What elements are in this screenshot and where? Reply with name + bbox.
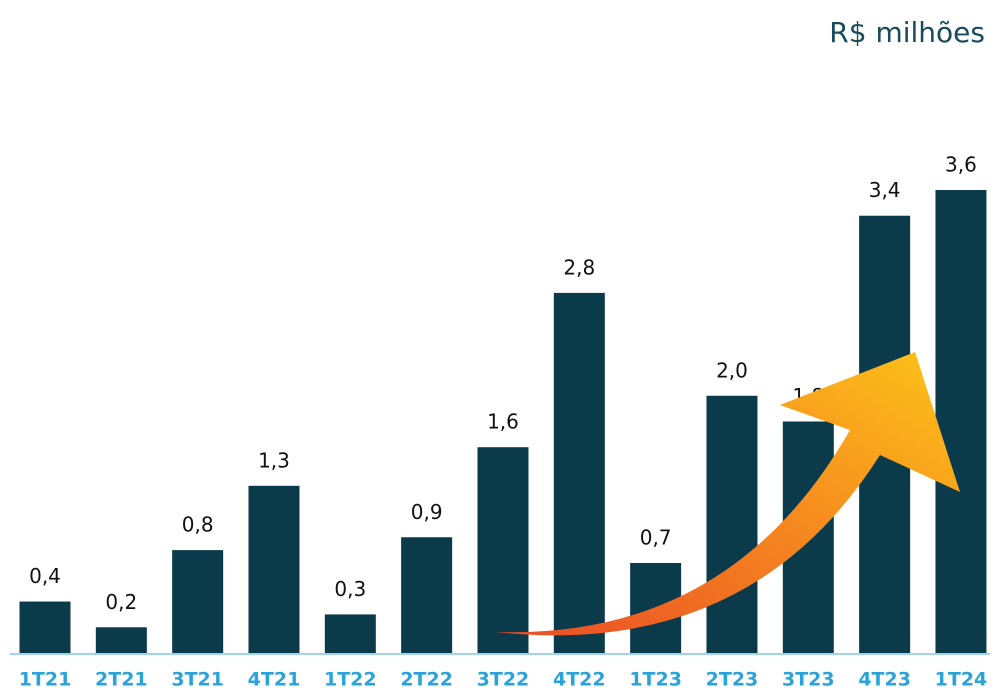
x-tick-label: 2T22	[400, 669, 453, 691]
bar	[20, 602, 71, 653]
bar	[477, 447, 528, 653]
x-tick-label: 3T22	[477, 669, 530, 691]
unit-label: R$ milhões	[829, 16, 985, 49]
bar	[935, 190, 986, 653]
value-label: 0,2	[105, 590, 137, 614]
x-tick-label: 2T23	[706, 669, 759, 691]
x-tick-label: 1T24	[935, 669, 988, 691]
page: R$ milhões 1T21 0,4 2T21 0,2 3T21 0,8 4T21 1,3 1…	[0, 0, 994, 693]
bar	[325, 614, 376, 653]
bar	[401, 537, 452, 653]
x-tick-label: 1T23	[629, 669, 682, 691]
x-tick-label: 3T23	[782, 669, 835, 691]
value-label: 2,8	[563, 255, 595, 279]
value-label: 1,3	[258, 448, 290, 472]
value-label: 2,0	[716, 358, 748, 382]
x-tick-label: 1T21	[19, 669, 72, 691]
x-tick-label: 2T21	[95, 669, 148, 691]
x-tick-label: 3T21	[171, 669, 224, 691]
bar	[172, 550, 223, 653]
bar	[248, 486, 299, 653]
x-tick-label: 4T22	[553, 669, 606, 691]
value-label: 0,8	[182, 513, 214, 537]
bar	[706, 396, 757, 653]
x-tick-label: 1T22	[324, 669, 377, 691]
value-label: 0,4	[29, 564, 61, 588]
x-tick-label: 4T21	[248, 669, 301, 691]
value-label: 0,7	[640, 525, 672, 549]
x-tick-label: 4T23	[858, 669, 911, 691]
value-label: 0,3	[334, 577, 366, 601]
value-label: 0,9	[411, 500, 443, 524]
bar	[96, 627, 147, 653]
value-label: 1,6	[487, 410, 519, 434]
bar	[554, 293, 605, 653]
chart: R$ milhões 1T21 0,4 2T21 0,2 3T21 0,8 4T21 1,3 1…	[0, 0, 994, 693]
value-label: 3,4	[869, 178, 901, 202]
value-label: 3,6	[945, 153, 977, 177]
